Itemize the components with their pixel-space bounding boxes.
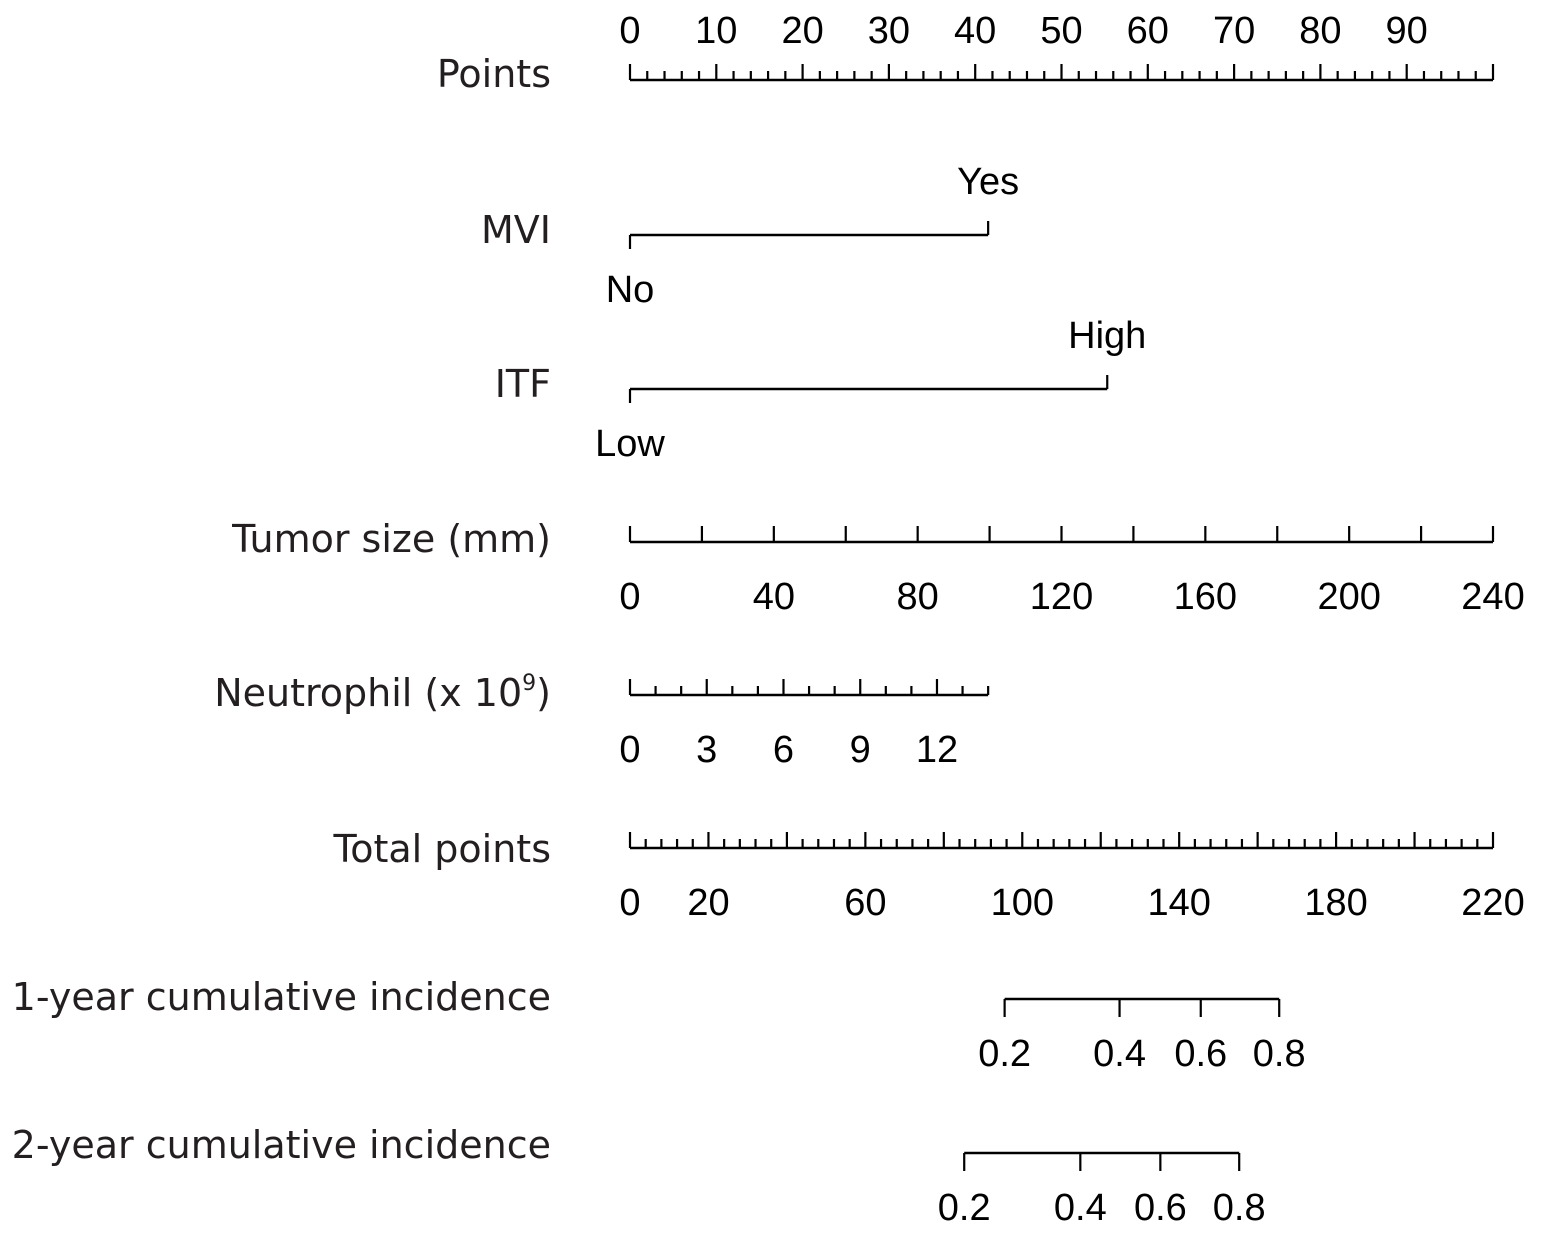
total-points-tick-label-20: 20 — [687, 882, 729, 924]
total-points-tick-label-0: 0 — [619, 882, 640, 924]
mvi-yes-label: Yes — [957, 161, 1019, 203]
total-points-tick-label-60: 60 — [844, 882, 886, 924]
mvi-no-label: No — [606, 269, 655, 311]
tumor-size-row-label: Tumor size (mm) — [231, 517, 551, 561]
tumor-size-tick-label-160: 160 — [1174, 576, 1237, 618]
points-tick-label-80: 80 — [1299, 10, 1341, 52]
neutrophil-tick-label-6: 6 — [773, 729, 794, 771]
total-points-tick-label-140: 140 — [1147, 882, 1210, 924]
neutrophil-tick-label-12: 12 — [916, 729, 958, 771]
one-year-tick-label-0.2: 0.2 — [978, 1033, 1031, 1075]
itf-low-label: Low — [595, 423, 665, 465]
points-tick-label-10: 10 — [695, 10, 737, 52]
total-points-tick-label-220: 220 — [1461, 882, 1524, 924]
total-points-tick-label-180: 180 — [1304, 882, 1367, 924]
two-year-tick-label-0.6: 0.6 — [1134, 1187, 1187, 1229]
itf-row-label: ITF — [495, 362, 551, 406]
itf-high-label: High — [1068, 315, 1146, 357]
tumor-size-tick-label-80: 80 — [897, 576, 939, 618]
points-tick-label-0: 0 — [619, 10, 640, 52]
neutrophil-row-label: Neutrophil (x 109) — [214, 671, 551, 715]
points-tick-label-40: 40 — [954, 10, 996, 52]
points-tick-label-50: 50 — [1040, 10, 1082, 52]
tumor-size-tick-label-240: 240 — [1461, 576, 1524, 618]
total-points-row-label: Total points — [332, 827, 551, 871]
total-points-tick-label-100: 100 — [991, 882, 1054, 924]
neutrophil-tick-label-9: 9 — [850, 729, 871, 771]
tumor-size-tick-label-0: 0 — [619, 576, 640, 618]
two-year-tick-label-0.8: 0.8 — [1213, 1187, 1266, 1229]
two-year-tick-label-0.4: 0.4 — [1054, 1187, 1107, 1229]
tumor-size-tick-label-200: 200 — [1317, 576, 1380, 618]
one-year-tick-label-0.8: 0.8 — [1253, 1033, 1306, 1075]
tumor-size-tick-label-120: 120 — [1030, 576, 1093, 618]
two-year-row-label: 2-year cumulative incidence — [12, 1123, 551, 1167]
neutrophil-tick-label-0: 0 — [619, 729, 640, 771]
points-tick-label-20: 20 — [781, 10, 823, 52]
one-year-tick-label-0.4: 0.4 — [1093, 1033, 1146, 1075]
two-year-tick-label-0.2: 0.2 — [938, 1187, 991, 1229]
neutrophil-tick-label-3: 3 — [696, 729, 717, 771]
points-tick-label-90: 90 — [1386, 10, 1428, 52]
one-year-row-label: 1-year cumulative incidence — [12, 975, 551, 1019]
points-tick-label-60: 60 — [1127, 10, 1169, 52]
points-row-label: Points — [437, 52, 551, 96]
mvi-row-label: MVI — [481, 208, 551, 252]
points-tick-label-30: 30 — [868, 10, 910, 52]
tumor-size-tick-label-40: 40 — [753, 576, 795, 618]
points-tick-label-70: 70 — [1213, 10, 1255, 52]
one-year-tick-label-0.6: 0.6 — [1174, 1033, 1227, 1075]
